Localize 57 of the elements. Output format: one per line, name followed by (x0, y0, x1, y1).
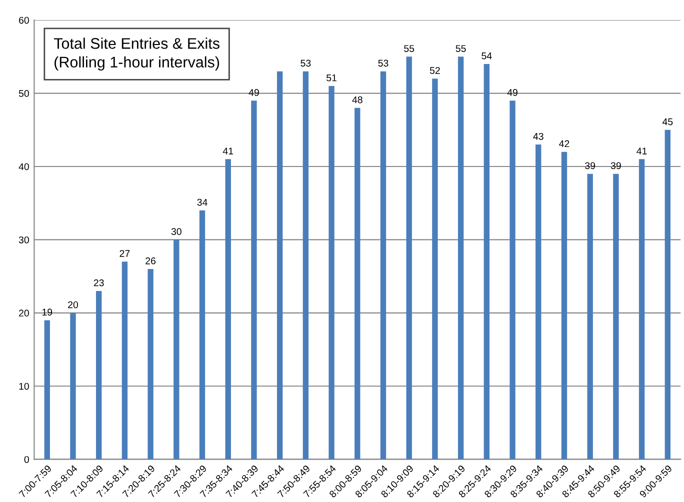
data-label: 54 (482, 52, 492, 60)
data-label: 53 (378, 60, 388, 67)
data-label: 43 (533, 132, 544, 140)
data-label: 53 (300, 60, 311, 67)
bar (70, 312, 76, 460)
bar (587, 174, 593, 460)
bar (536, 144, 542, 460)
data-label: 55 (404, 45, 414, 52)
bar (510, 100, 516, 460)
bar (96, 290, 102, 460)
bar (354, 108, 360, 460)
bar (328, 86, 334, 460)
data-label: 30 (171, 228, 182, 236)
y-tick-label: 60 (19, 16, 29, 24)
data-label: 41 (636, 148, 647, 154)
data-label: 41 (222, 148, 234, 154)
data-label: 52 (430, 67, 440, 74)
bar (432, 78, 438, 460)
bar (251, 100, 257, 460)
bar (458, 56, 464, 460)
data-label: 42 (559, 140, 570, 148)
bar (174, 240, 180, 460)
data-label: 20 (68, 301, 78, 308)
data-label: 34 (197, 198, 208, 206)
data-label: 27 (120, 250, 130, 257)
data-label: 23 (94, 279, 104, 286)
bar (276, 71, 283, 460)
bar (122, 262, 128, 460)
data-label: 49 (248, 89, 259, 96)
y-tick-label: 40 (18, 163, 29, 170)
data-label: 39 (585, 162, 596, 170)
bar (148, 268, 154, 460)
y-tick-label: 10 (19, 382, 29, 390)
y-tick-label: 0 (24, 456, 29, 463)
y-tick-label: 20 (19, 310, 29, 317)
data-label: 51 (326, 74, 336, 82)
bar (638, 159, 645, 460)
bar (484, 64, 490, 460)
data-label: 19 (42, 308, 52, 316)
data-label: 39 (610, 162, 621, 170)
y-tick-label: 50 (18, 90, 29, 97)
data-label: 49 (507, 89, 518, 96)
bar (302, 71, 309, 460)
y-tick-label: 30 (18, 236, 29, 244)
bar (406, 56, 412, 460)
bar (380, 71, 386, 460)
bar (613, 174, 619, 460)
data-label: 48 (352, 96, 362, 104)
text: Total Site Entries & Exits (Rolling 1-hour intervals) (54, 38, 220, 71)
bar (664, 130, 670, 460)
bar (225, 159, 231, 460)
data-label: 26 (146, 257, 156, 264)
data-label: 55 (456, 45, 466, 52)
bar (199, 210, 206, 460)
bar (44, 320, 50, 460)
bar (561, 152, 568, 460)
data-label: 45 (662, 118, 673, 126)
